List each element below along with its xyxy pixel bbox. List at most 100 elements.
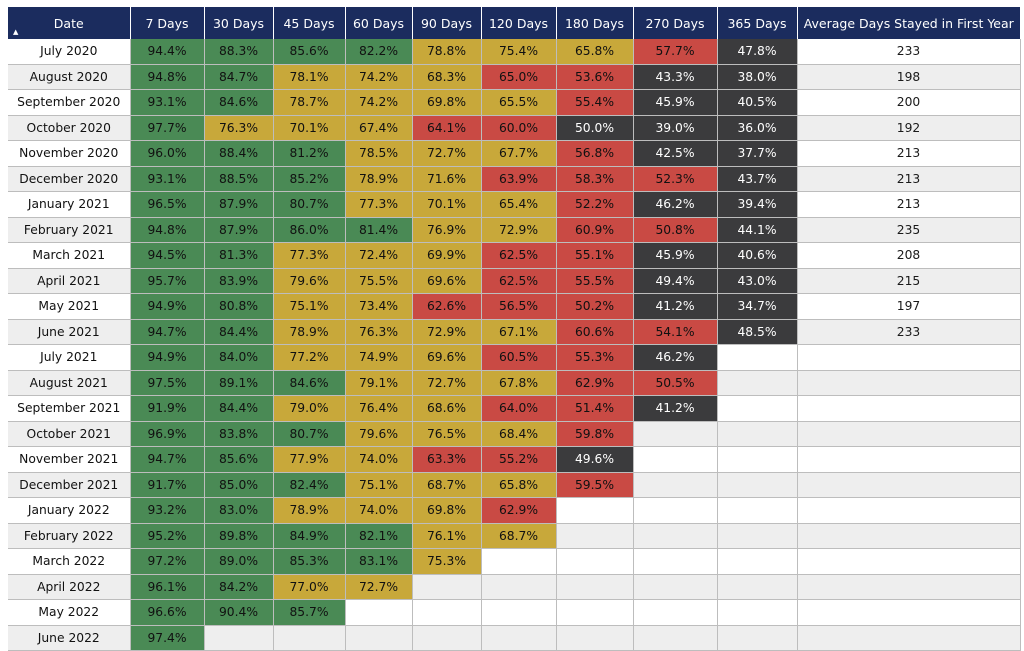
retention-cell (717, 472, 798, 498)
column-header-90-days[interactable]: 90 Days (412, 7, 482, 39)
retention-cell: 41.2% (633, 395, 718, 422)
retention-cell (481, 574, 557, 600)
retention-cell: 60.9% (556, 217, 634, 243)
retention-cell: 84.0% (204, 344, 274, 371)
retention-cell: 68.3% (412, 64, 482, 90)
retention-cell: 38.0% (717, 64, 798, 90)
retention-cell: 95.2% (130, 523, 205, 549)
retention-cell: 70.1% (412, 191, 482, 218)
retention-cell: 97.5% (130, 370, 205, 396)
column-header-date[interactable]: Date ▲ (8, 7, 131, 39)
retention-cell: 85.7% (273, 599, 346, 626)
retention-cell: 94.8% (130, 217, 205, 243)
retention-cell: 78.7% (273, 89, 346, 116)
retention-cell: 74.0% (345, 446, 413, 473)
date-cell: July 2021 (8, 344, 131, 371)
table-row: January 2022 93.2% 83.0% 78.9% 74.0% 69.8% 62.… (8, 497, 1021, 524)
retention-cell: 72.9% (412, 319, 482, 345)
table-row: December 2020 93.1% 88.5% 85.2% 78.9% 71.6% 63… (8, 166, 1021, 192)
date-cell: February 2022 (8, 523, 131, 549)
column-header-45-days[interactable]: 45 Days (273, 7, 346, 39)
retention-cell: 52.3% (633, 166, 718, 192)
average-days-cell: 213 (797, 191, 1021, 218)
retention-cell: 42.5% (633, 140, 718, 167)
column-header-average-days[interactable]: Average Days Stayed in First Year (797, 7, 1020, 39)
retention-cell: 34.7% (717, 293, 798, 320)
retention-cell: 62.5% (481, 268, 557, 294)
retention-cell: 83.0% (204, 497, 274, 524)
retention-cell: 53.6% (556, 64, 634, 90)
date-cell: June 2021 (8, 319, 131, 345)
retention-cell: 80.7% (273, 191, 346, 218)
sort-ascending-icon[interactable]: ▲ (13, 28, 19, 36)
retention-cell: 43.3% (633, 64, 718, 90)
retention-cell: 84.2% (204, 574, 274, 600)
retention-cell (717, 497, 798, 524)
date-cell: February 2021 (8, 217, 131, 243)
average-days-cell: 197 (797, 293, 1021, 320)
header-row: Date ▲ 7 Days 30 Days 45 Days 60 Days 90… (8, 7, 1020, 39)
retention-cell: 84.9% (273, 523, 346, 549)
retention-cell: 97.7% (130, 115, 205, 141)
retention-cell (717, 599, 798, 626)
retention-cell: 84.6% (273, 370, 346, 396)
column-header-180-days[interactable]: 180 Days (556, 7, 634, 39)
retention-cell: 65.8% (481, 472, 557, 498)
average-days-cell: 213 (797, 140, 1021, 167)
retention-cell: 46.2% (633, 191, 718, 218)
table-row: February 2021 94.8% 87.9% 86.0% 81.4% 76.9% 72… (8, 217, 1021, 243)
average-days-cell (797, 548, 1021, 575)
retention-cell: 72.7% (345, 574, 413, 600)
retention-cell (556, 548, 634, 575)
date-cell: May 2021 (8, 293, 131, 320)
retention-cell: 94.4% (130, 39, 205, 65)
table-row: June 2021 94.7% 84.4% 78.9% 76.3% 72.9% 67.1% 6… (8, 319, 1021, 345)
column-header-120-days[interactable]: 120 Days (481, 7, 557, 39)
retention-cell: 69.8% (412, 497, 482, 524)
average-days-cell (797, 497, 1021, 524)
retention-cell: 65.4% (481, 191, 557, 218)
retention-cell: 44.1% (717, 217, 798, 243)
retention-cell: 56.5% (481, 293, 557, 320)
retention-cell: 69.9% (412, 242, 482, 269)
average-days-cell (797, 421, 1021, 447)
retention-cell: 93.1% (130, 89, 205, 116)
table-row: March 2021 94.5% 81.3% 77.3% 72.4% 69.9% 62.5%… (8, 242, 1021, 269)
retention-cell: 75.1% (345, 472, 413, 498)
column-header-7-days[interactable]: 7 Days (130, 7, 205, 39)
retention-cell (481, 548, 557, 575)
table-row: August 2020 94.8% 84.7% 78.1% 74.2% 68.3% 65.0… (8, 64, 1021, 90)
retention-cell: 65.0% (481, 64, 557, 90)
table-row: July 2020 94.4% 88.3% 85.6% 82.2% 78.8% 75.4% 6… (8, 39, 1021, 65)
retention-cell: 78.8% (412, 39, 482, 65)
retention-cell (717, 523, 798, 549)
table-row: October 2020 97.7% 76.3% 70.1% 67.4% 64.1% 60.… (8, 115, 1021, 141)
retention-cell: 43.0% (717, 268, 798, 294)
retention-table-container: Date ▲ 7 Days 30 Days 45 Days 60 Days 90… (8, 7, 1021, 651)
retention-cell: 55.1% (556, 242, 634, 269)
retention-cell: 85.0% (204, 472, 274, 498)
retention-cell: 96.6% (130, 599, 205, 626)
column-header-270-days[interactable]: 270 Days (633, 7, 718, 39)
retention-cell: 55.4% (556, 89, 634, 116)
date-cell: April 2022 (8, 574, 131, 600)
retention-cell: 97.4% (130, 625, 205, 651)
retention-cell: 67.7% (481, 140, 557, 167)
retention-cell: 51.4% (556, 395, 634, 422)
retention-cell: 83.8% (204, 421, 274, 447)
column-header-365-days[interactable]: 365 Days (717, 7, 798, 39)
retention-cell: 56.8% (556, 140, 634, 167)
date-cell: June 2022 (8, 625, 131, 651)
average-days-cell (797, 523, 1021, 549)
retention-cell (717, 344, 798, 371)
retention-cell (717, 421, 798, 447)
retention-cell (633, 497, 718, 524)
column-header-60-days[interactable]: 60 Days (345, 7, 413, 39)
column-header-30-days[interactable]: 30 Days (204, 7, 274, 39)
retention-cell (556, 523, 634, 549)
date-cell: March 2021 (8, 242, 131, 269)
retention-cell: 76.5% (412, 421, 482, 447)
retention-cell: 81.2% (273, 140, 346, 167)
retention-cell: 96.1% (130, 574, 205, 600)
retention-cell: 58.3% (556, 166, 634, 192)
